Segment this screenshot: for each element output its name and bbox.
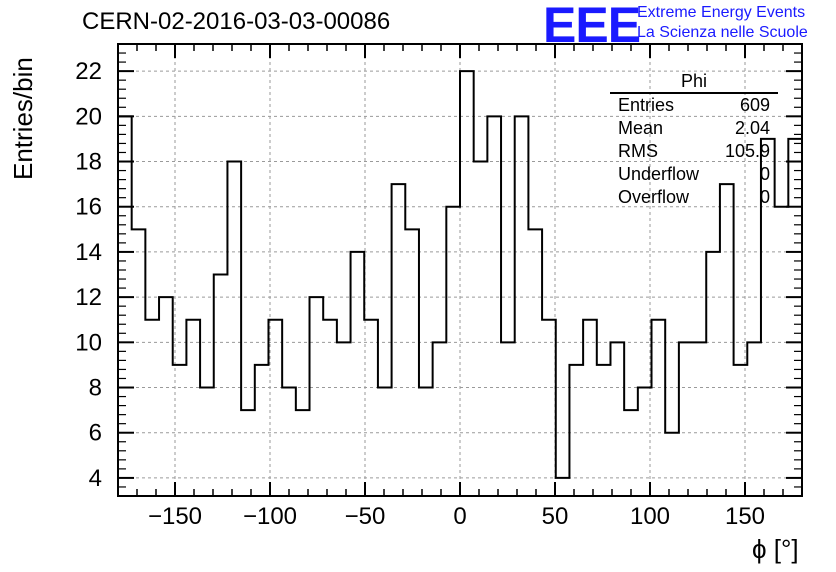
y-tick-label: 18 [75, 149, 102, 176]
x-tick-label: 150 [725, 503, 765, 530]
stats-label: RMS [618, 141, 658, 161]
x-tick-label: −150 [148, 503, 202, 530]
x-tick-label: 0 [453, 503, 466, 530]
x-tick-label: −50 [345, 503, 386, 530]
x-tick-label: 50 [542, 503, 569, 530]
stats-value: 105.9 [724, 141, 770, 161]
stats-box: Phi Entries 609 Mean 2.04 RMS 105.9 Unde… [610, 70, 778, 209]
histogram-outline [118, 70, 802, 479]
x-tick-label: −100 [243, 503, 297, 530]
y-tick-label: 22 [75, 58, 102, 85]
histogram-bars [118, 70, 802, 479]
y-tick-label: 6 [89, 420, 102, 447]
stats-row-rms: RMS 105.9 [610, 140, 778, 163]
stats-label: Underflow [618, 164, 700, 184]
y-tick-label: 10 [75, 329, 102, 356]
stats-label: Mean [618, 118, 664, 138]
stats-value: 0 [759, 164, 770, 184]
y-tick-label: 8 [89, 375, 102, 402]
stats-row-entries: Entries 609 [610, 94, 778, 117]
stats-row-underflow: Underflow 0 [610, 163, 778, 186]
stats-value: 2.04 [734, 118, 770, 138]
y-tick-labels: 4 6 8 10 12 14 16 18 20 22 [75, 58, 102, 492]
eee-logo-caption: Extreme Energy Events La Scienza nelle S… [637, 3, 808, 43]
logo-line-2: La Scienza nelle Scuole [637, 24, 808, 41]
y-tick-label: 12 [75, 284, 102, 311]
y-tick-label: 20 [75, 103, 102, 130]
logo-line-1: Extreme Energy Events [637, 4, 806, 21]
y-tick-label: 14 [75, 239, 102, 266]
stats-box-title: Phi [610, 70, 778, 94]
chart-title: CERN-02-2016-03-03-00086 [82, 8, 391, 35]
y-axis-label: Entries/bin [8, 57, 38, 180]
x-tick-label: 100 [630, 503, 670, 530]
stats-value: 0 [759, 187, 770, 207]
stats-value: 609 [739, 95, 770, 115]
x-axis-label: ϕ [°] [752, 534, 799, 564]
y-tick-label: 16 [75, 194, 102, 221]
axis-ticks [118, 43, 802, 497]
stats-label: Entries [618, 95, 675, 115]
y-tick-label: 4 [89, 465, 102, 492]
stats-row-overflow: Overflow 0 [610, 186, 778, 209]
eee-logo: EEE [543, 0, 641, 53]
stats-row-mean: Mean 2.04 [610, 117, 778, 140]
x-tick-labels: −150 −100 −50 0 50 100 150 [148, 503, 765, 530]
stats-label: Overflow [618, 187, 690, 207]
